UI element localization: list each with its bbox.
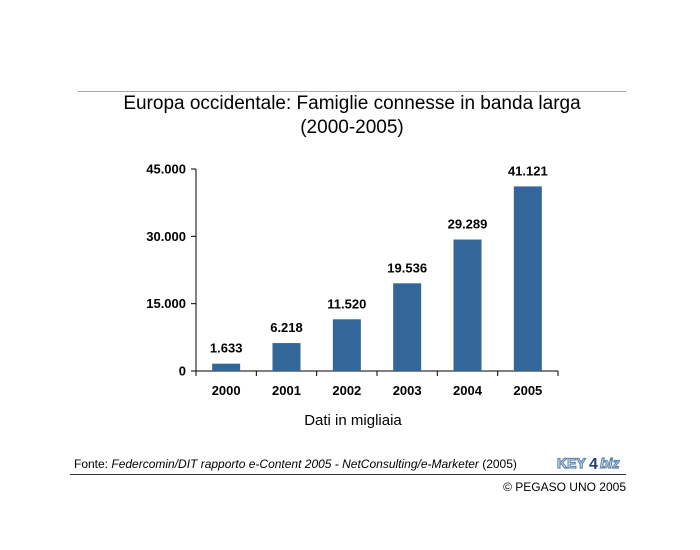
x-tick-label: 2002 <box>332 383 361 398</box>
x-tick-label: 2003 <box>393 383 422 398</box>
chart-title-line-1: Europa occidentale: Famiglie connesse in… <box>123 93 581 114</box>
bar <box>453 239 482 371</box>
data-label: 1.633 <box>210 341 243 356</box>
x-tick-label: 2000 <box>212 383 241 398</box>
source-title: Federcomin/DIT rapporto e-Content 2005 -… <box>111 457 479 471</box>
logo-4-text: 4 <box>589 456 598 473</box>
x-tick-label: 2005 <box>513 383 542 398</box>
y-tick-label: 45.000 <box>146 162 186 177</box>
y-tick-label: 30.000 <box>146 229 186 244</box>
y-tick-label: 15.000 <box>146 296 186 311</box>
x-tick-label: 2004 <box>453 383 483 398</box>
bar <box>332 319 361 371</box>
bar <box>393 283 422 371</box>
y-tick-label: 0 <box>179 364 186 379</box>
bar <box>272 343 301 371</box>
top-divider <box>78 91 626 92</box>
source-prefix: Fonte: <box>74 457 112 471</box>
bar <box>212 363 241 371</box>
data-label: 19.536 <box>387 260 427 275</box>
key4biz-logo: KEY 4 biz <box>556 454 620 473</box>
bar <box>513 186 542 371</box>
chart-title-line-2: (2000-2005) <box>300 117 404 138</box>
bottom-divider <box>70 474 626 475</box>
data-label: 11.520 <box>327 296 366 311</box>
chart-title: Europa occidentale: Famiglie connesse in… <box>78 92 626 140</box>
data-label: 29.289 <box>448 217 488 232</box>
logo-biz-text: biz <box>600 455 619 471</box>
x-tick-label: 2001 <box>272 383 301 398</box>
logo-key-text: KEY <box>557 455 586 471</box>
source-note: Fonte: Federcomin/DIT rapporto e-Content… <box>74 457 517 471</box>
data-label: 41.121 <box>508 163 548 178</box>
data-label: 6.218 <box>270 320 303 335</box>
x-axis-caption: Dati in migliaia <box>304 412 402 429</box>
copyright-note: © PEGASO UNO 2005 <box>503 480 626 494</box>
source-suffix: (2005) <box>478 457 517 471</box>
